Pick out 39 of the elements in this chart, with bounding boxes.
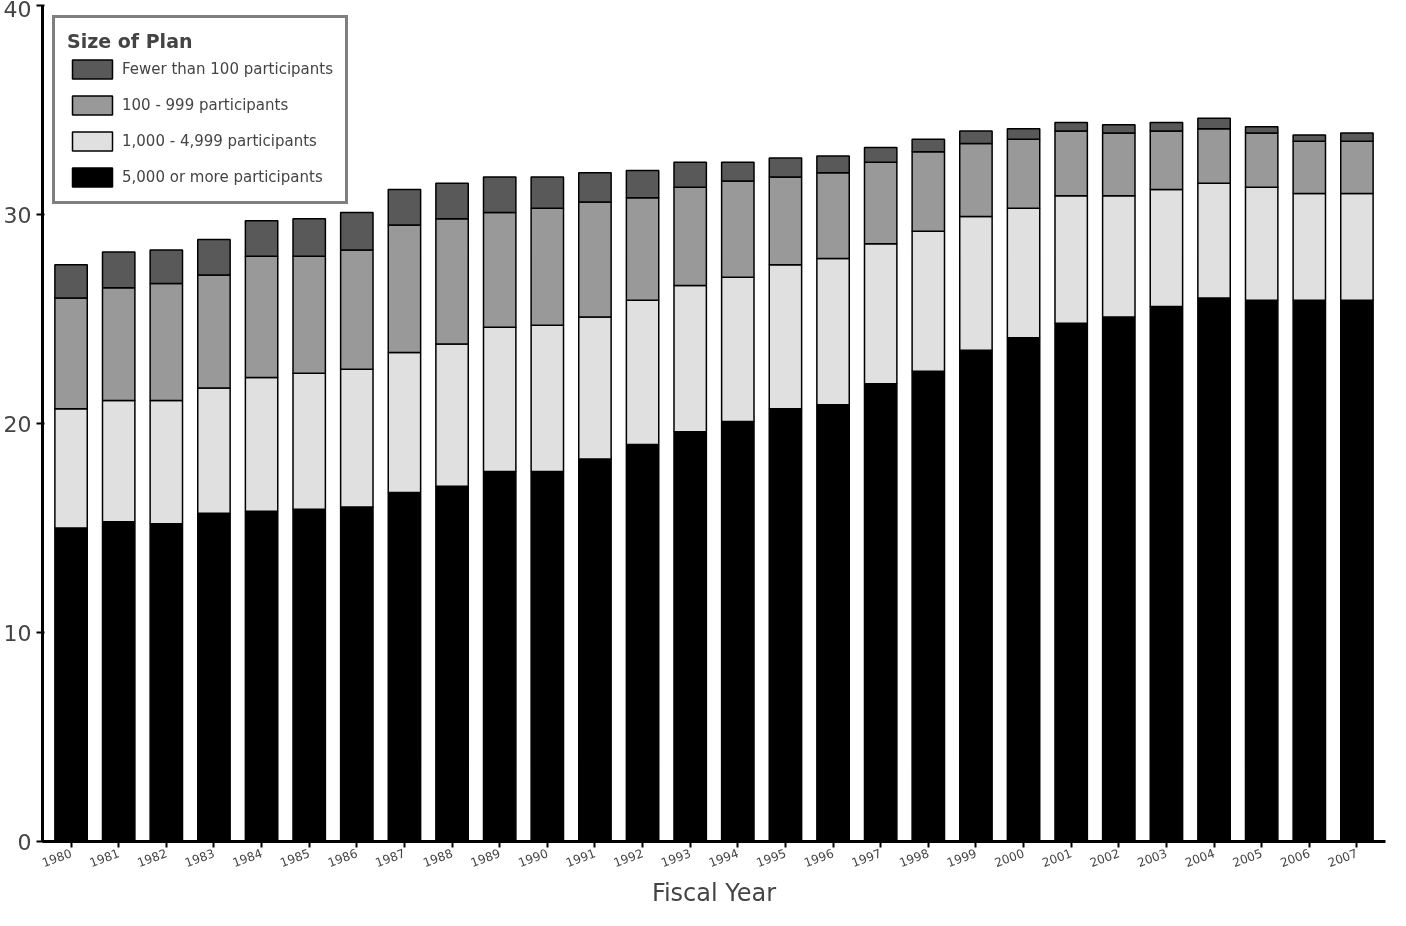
legend-label: Fewer than 100 participants <box>122 60 333 78</box>
x-tick-label: 1988 <box>421 846 455 871</box>
x-tick-label: 1994 <box>706 846 741 871</box>
y-tick-label: 0 <box>17 829 32 855</box>
x-tick-label: 2006 <box>1278 846 1312 871</box>
x-tick-label: 1980 <box>40 846 74 871</box>
x-tick-label: 2004 <box>1183 846 1217 871</box>
x-tick-label: 1985 <box>278 846 312 871</box>
y-tick-label: 40 <box>3 0 32 22</box>
x-tick-label: 2003 <box>1135 846 1170 871</box>
x-tick-label: 1997 <box>849 846 884 871</box>
legend-label: 1,000 - 4,999 participants <box>122 132 317 150</box>
x-tick-label: 2000 <box>992 846 1027 871</box>
x-tick-label: 1981 <box>87 846 122 871</box>
x-tick-label: 1990 <box>516 846 550 871</box>
x-tick-label: 2001 <box>1040 846 1074 871</box>
y-tick-label: 10 <box>3 620 32 646</box>
y-tick-label: 20 <box>3 411 32 437</box>
x-tick-label: 2005 <box>1230 846 1265 871</box>
x-tick-label: 1999 <box>945 846 979 871</box>
x-tick-label: 1993 <box>659 846 693 871</box>
y-tick-label: 30 <box>3 202 32 228</box>
x-tick-label: 1998 <box>897 846 931 871</box>
x-tick-label: 1982 <box>135 846 169 871</box>
legend-label: 100 - 999 participants <box>122 96 289 114</box>
x-tick-label: 1983 <box>183 846 217 871</box>
x-tick-label: 1987 <box>373 846 408 871</box>
x-tick-label: 1991 <box>564 846 598 871</box>
x-tick-label: 1995 <box>754 846 789 871</box>
legend-label: 5,000 or more participants <box>122 168 323 186</box>
legend-title: Size of Plan <box>67 30 194 52</box>
x-tick-label: 1984 <box>230 846 265 871</box>
x-tick-label: 2007 <box>1326 846 1360 871</box>
x-tick-label: 1992 <box>611 846 646 871</box>
x-tick-label: 1986 <box>325 846 360 871</box>
x-tick-label: 2002 <box>1087 846 1122 871</box>
x-tick-label: 1989 <box>468 846 503 871</box>
x-axis-title: Fiscal Year <box>651 879 777 908</box>
x-tick-label: 1996 <box>802 846 836 871</box>
